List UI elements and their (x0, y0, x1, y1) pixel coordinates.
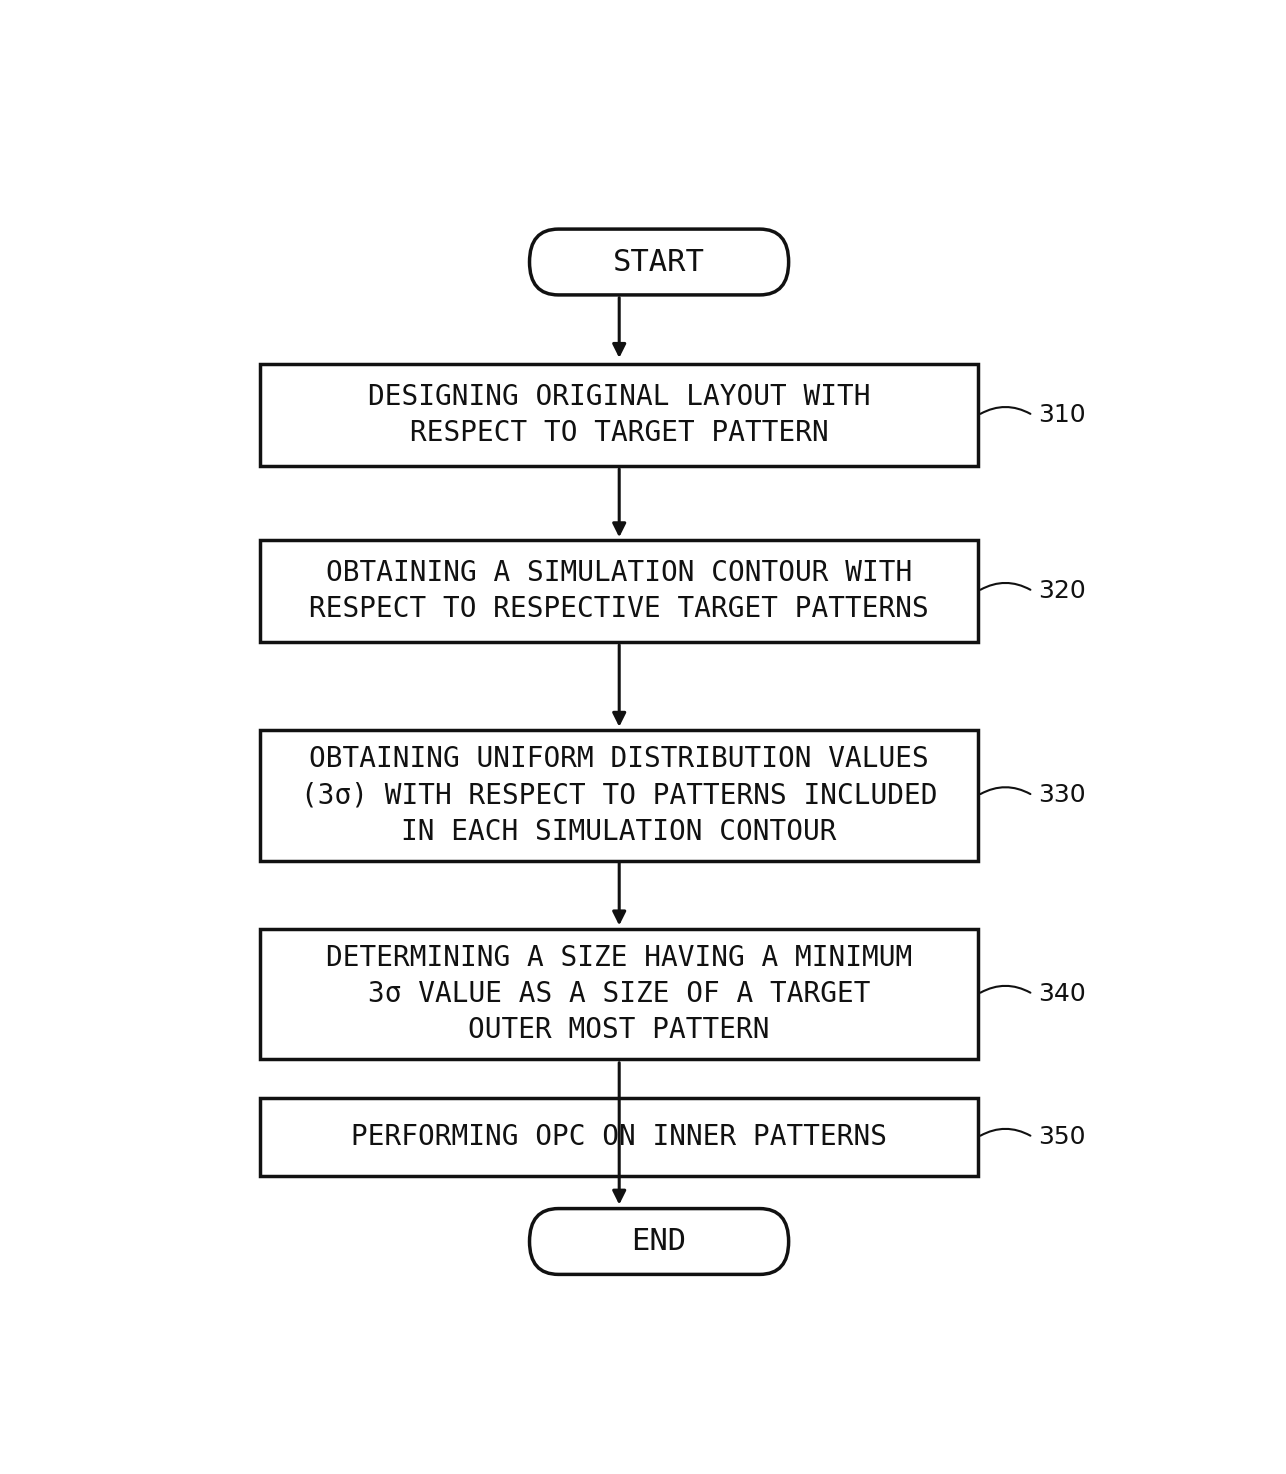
Text: 3σ VALUE AS A SIZE OF A TARGET: 3σ VALUE AS A SIZE OF A TARGET (368, 980, 871, 1008)
FancyBboxPatch shape (261, 929, 979, 1060)
Text: RESPECT TO RESPECTIVE TARGET PATTERNS: RESPECT TO RESPECTIVE TARGET PATTERNS (310, 595, 928, 624)
FancyBboxPatch shape (261, 539, 979, 643)
Text: START: START (613, 248, 705, 277)
Text: 310: 310 (1038, 404, 1085, 427)
Text: OUTER MOST PATTERN: OUTER MOST PATTERN (468, 1017, 770, 1045)
Text: OBTAINING UNIFORM DISTRIBUTION VALUES: OBTAINING UNIFORM DISTRIBUTION VALUES (310, 746, 928, 774)
Text: END: END (631, 1226, 687, 1256)
Text: IN EACH SIMULATION CONTOUR: IN EACH SIMULATION CONTOUR (401, 818, 837, 846)
Text: 350: 350 (1038, 1125, 1085, 1150)
FancyBboxPatch shape (261, 1098, 979, 1176)
Text: DESIGNING ORIGINAL LAYOUT WITH: DESIGNING ORIGINAL LAYOUT WITH (368, 383, 871, 411)
Text: (3σ) WITH RESPECT TO PATTERNS INCLUDED: (3σ) WITH RESPECT TO PATTERNS INCLUDED (301, 781, 937, 809)
Text: 340: 340 (1038, 982, 1085, 1007)
Text: 330: 330 (1038, 784, 1085, 808)
FancyBboxPatch shape (261, 730, 979, 861)
Text: RESPECT TO TARGET PATTERN: RESPECT TO TARGET PATTERN (410, 420, 828, 448)
FancyBboxPatch shape (261, 364, 979, 466)
Text: PERFORMING OPC ON INNER PATTERNS: PERFORMING OPC ON INNER PATTERNS (351, 1123, 887, 1151)
FancyBboxPatch shape (530, 228, 788, 295)
Text: 320: 320 (1038, 579, 1085, 603)
Text: DETERMINING A SIZE HAVING A MINIMUM: DETERMINING A SIZE HAVING A MINIMUM (327, 943, 912, 971)
Text: OBTAINING A SIMULATION CONTOUR WITH: OBTAINING A SIMULATION CONTOUR WITH (327, 559, 912, 587)
FancyBboxPatch shape (530, 1209, 788, 1275)
